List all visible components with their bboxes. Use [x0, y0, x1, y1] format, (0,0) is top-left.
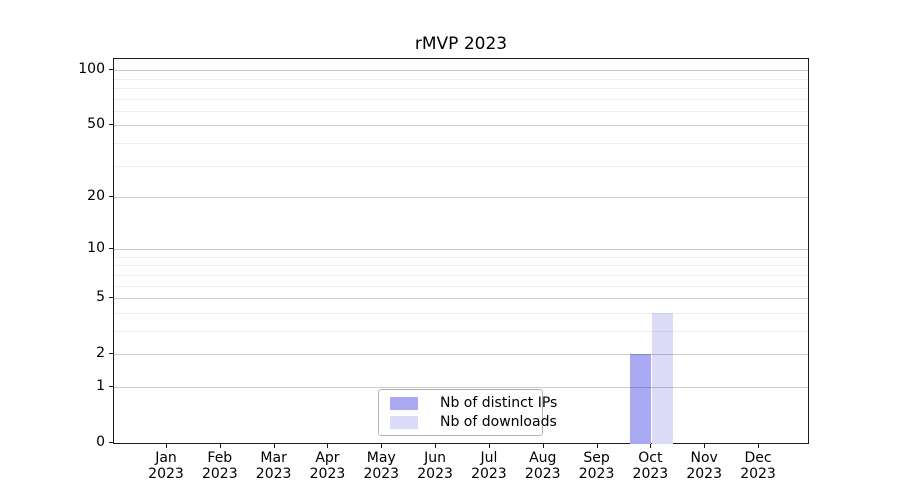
- gridline-minor-30: [114, 165, 808, 167]
- gridline-major-10: [114, 249, 808, 251]
- x-tick-label-jan: Jan 2023: [134, 450, 198, 482]
- x-tick-label-jul: Jul 2023: [457, 450, 521, 482]
- gridline-minor-90: [114, 78, 808, 80]
- bar-nb-of-downloads-oct: [651, 312, 673, 445]
- y-tick-50: [109, 124, 113, 126]
- y-tick-label-1: 1: [96, 377, 105, 394]
- x-tick-year-oct: 2023: [632, 466, 669, 482]
- x-tick-label-dec: Dec 2023: [726, 450, 790, 482]
- y-tick-label-2: 2: [96, 344, 105, 361]
- gridline-minor-60: [114, 110, 808, 112]
- x-tick-label-aug: Aug 2023: [511, 450, 575, 482]
- gridline-minor-8: [114, 265, 808, 267]
- legend: Nb of distinct IPs Nb of downloads: [378, 389, 557, 436]
- gridline-minor-7: [114, 274, 808, 276]
- x-tick-year-apr: 2023: [309, 466, 346, 482]
- y-tick-label-10: 10: [87, 240, 105, 257]
- y-tick-label-0: 0: [96, 433, 105, 450]
- gridline-minor-3: [114, 330, 808, 332]
- x-tick-jul: [488, 444, 490, 448]
- x-tick-may: [381, 444, 383, 448]
- y-tick-1: [109, 385, 113, 387]
- y-tick-10: [109, 248, 113, 250]
- legend-swatch-downloads: [390, 415, 418, 429]
- legend-row-downloads: Nb of downloads: [390, 414, 557, 430]
- y-tick-100: [109, 69, 113, 71]
- gridline-major-20: [114, 196, 808, 198]
- x-tick-dec: [758, 444, 760, 448]
- x-tick-jan: [166, 444, 167, 448]
- gridline-major-50: [114, 125, 808, 127]
- x-tick-oct: [650, 444, 652, 448]
- x-tick-year-jan: 2023: [148, 466, 184, 482]
- x-tick-aug: [542, 444, 544, 448]
- y-tick-5: [109, 296, 113, 298]
- gridline-major-2: [114, 353, 808, 355]
- x-tick-label-apr: Apr 2023: [295, 450, 359, 482]
- gridline-major-5: [114, 297, 808, 299]
- x-tick-feb: [219, 444, 221, 448]
- gridline-minor-40: [114, 143, 808, 144]
- y-tick-label-20: 20: [87, 187, 105, 204]
- x-tick-label-feb: Feb 2023: [188, 450, 252, 482]
- legend-label-distinct-ips: Nb of distinct IPs: [440, 395, 558, 411]
- x-tick-year-aug: 2023: [524, 466, 561, 482]
- y-tick-label-100: 100: [78, 61, 105, 78]
- x-tick-label-mar: Mar 2023: [242, 450, 306, 482]
- y-tick-label-50: 50: [87, 116, 105, 133]
- x-tick-year-jun: 2023: [417, 466, 453, 482]
- x-tick-year-feb: 2023: [201, 466, 238, 482]
- x-tick-year-jul: 2023: [471, 466, 507, 482]
- y-tick-0: [109, 441, 113, 443]
- legend-label-downloads: Nb of downloads: [440, 414, 557, 430]
- legend-row-distinct-ips: Nb of distinct IPs: [390, 395, 557, 411]
- x-tick-label-oct: Oct 2023: [618, 450, 682, 482]
- y-tick-2: [109, 352, 113, 354]
- y-tick-20: [109, 195, 113, 197]
- gridline-major-100: [114, 70, 808, 72]
- x-tick-label-may: May 2023: [349, 450, 413, 482]
- gridline-minor-9: [114, 256, 808, 258]
- chart-title: rMVP 2023: [414, 34, 508, 54]
- x-tick-label-nov: Nov 2023: [672, 450, 736, 482]
- gridline-minor-70: [114, 98, 808, 100]
- bars-layer: [114, 59, 808, 445]
- gridline-minor-4: [114, 312, 808, 314]
- x-tick-label-jun: Jun 2023: [403, 450, 467, 482]
- gridline-minor-6: [114, 285, 808, 287]
- x-tick-sep: [596, 444, 598, 448]
- gridline-major-1: [114, 386, 808, 388]
- x-tick-nov: [704, 444, 706, 448]
- x-tick-jun: [435, 444, 437, 448]
- legend-swatch-distinct-ips: [390, 396, 418, 410]
- x-tick-year-may: 2023: [363, 466, 400, 482]
- gridline-minor-80: [114, 88, 808, 90]
- plot-area: [113, 58, 809, 445]
- x-tick-apr: [327, 444, 329, 448]
- x-tick-year-nov: 2023: [686, 466, 722, 482]
- x-tick-year-mar: 2023: [255, 466, 292, 482]
- x-tick-mar: [273, 444, 275, 448]
- bar-nb-of-distinct-ips-oct: [629, 353, 651, 445]
- y-tick-label-5: 5: [96, 288, 105, 305]
- x-tick-label-sep: Sep 2023: [565, 450, 629, 482]
- grid-layer: [114, 59, 808, 443]
- x-tick-year-dec: 2023: [740, 466, 776, 482]
- x-tick-year-sep: 2023: [578, 466, 615, 482]
